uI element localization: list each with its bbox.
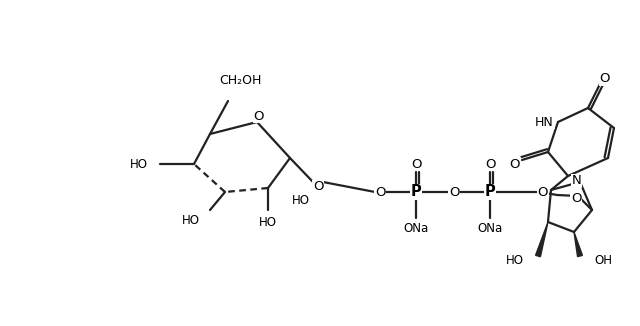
Text: HN: HN [535,115,554,128]
Polygon shape [574,232,582,257]
Text: O: O [571,191,581,204]
Text: O: O [253,110,264,123]
Text: OH: OH [594,254,612,266]
Text: N: N [572,174,582,187]
Text: P: P [411,185,421,200]
Text: O: O [313,181,323,194]
Text: O: O [449,185,460,199]
Text: HO: HO [182,214,200,227]
Text: O: O [509,157,520,170]
Text: HO: HO [259,215,277,229]
Text: HO: HO [506,254,524,266]
Text: ONa: ONa [403,221,429,234]
Polygon shape [536,222,548,257]
Text: O: O [412,157,422,170]
Text: CH₂OH: CH₂OH [219,73,261,86]
Text: HO: HO [130,157,148,170]
Text: HO: HO [292,194,310,206]
Text: O: O [486,157,496,170]
Text: O: O [600,72,611,85]
Text: P: P [484,185,495,200]
Text: O: O [538,185,548,199]
Text: O: O [375,185,385,199]
Text: ONa: ONa [477,221,502,234]
